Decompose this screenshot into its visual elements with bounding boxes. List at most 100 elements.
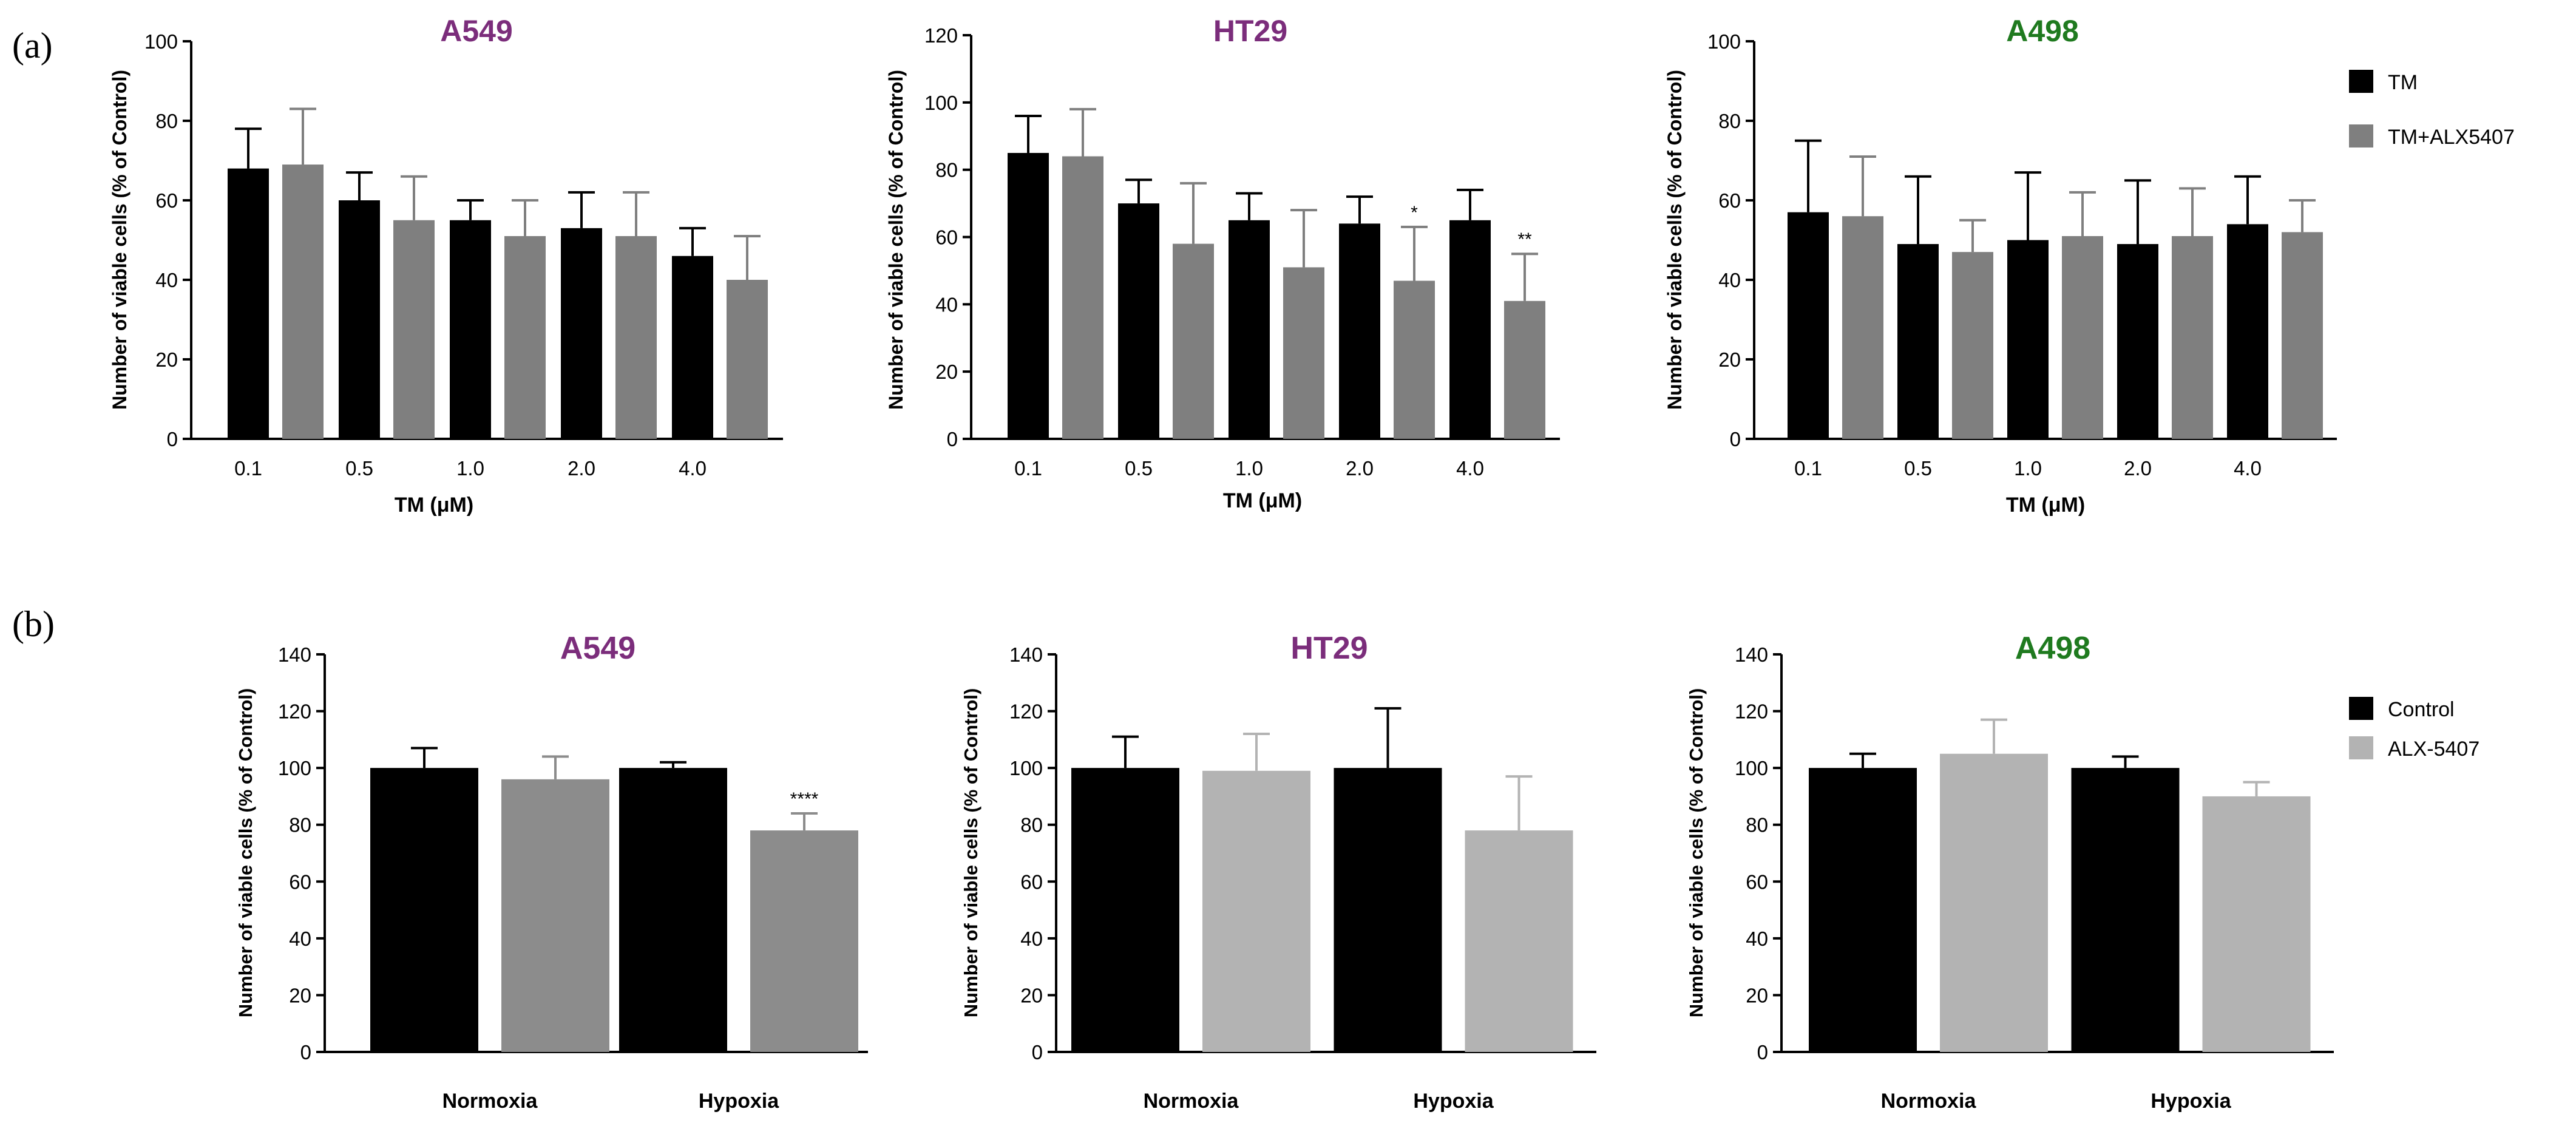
significance-marker: *: [1411, 203, 1418, 223]
bar: [2282, 232, 2323, 439]
y-tick-label: 120: [924, 24, 958, 47]
y-tick-label: 100: [924, 92, 958, 114]
chart-a-ht29: HT29 0 20 40 60 80 100 120 Number of viable cell…: [885, 14, 1560, 512]
bar: [501, 779, 609, 1052]
significance-marker: **: [1517, 229, 1532, 249]
bar: [727, 280, 768, 439]
y-tick-label: 0: [167, 428, 178, 450]
x-tick-label: Hypoxia: [2151, 1090, 2231, 1113]
bar: [2172, 236, 2213, 439]
legend-swatch-tm: [2349, 70, 2373, 93]
chart-title: HT29: [1290, 631, 1368, 666]
y-tick-label: 40: [1020, 928, 1043, 950]
bar: [282, 164, 324, 439]
y-tick-label: 100: [1707, 30, 1741, 53]
chart-a-a549: A549 0 20 40 60 80 100 Number of viable cells (…: [109, 14, 783, 517]
bar: [1173, 243, 1214, 439]
bar: [1394, 280, 1435, 439]
x-tick-label: 0.5: [345, 457, 373, 480]
legend-label-alx-5407: ALX-5407: [2388, 738, 2479, 761]
x-tick-label: 0.1: [234, 457, 262, 480]
bar: [504, 236, 546, 439]
x-tick-label: 0.1: [1794, 457, 1822, 480]
y-tick-label: 100: [1735, 757, 1768, 779]
y-tick-label: 60: [1020, 870, 1043, 893]
chart-b-ht29: HT29 0 20 40 60 80 100 120 140 Number of viable c…: [960, 631, 1596, 1113]
y-axis-label: Number of viable cells (% of Control): [235, 688, 256, 1018]
bar: [1940, 753, 2048, 1052]
bar: [2227, 224, 2268, 439]
bar: [339, 200, 380, 439]
y-tick-label: 60: [289, 870, 311, 893]
x-axis-label: TM (μM): [2006, 493, 2085, 517]
bar: [1229, 220, 1270, 439]
bar: [1842, 216, 1883, 439]
bar: [1449, 220, 1491, 439]
legend-label-tm: TM: [2388, 71, 2418, 94]
x-tick-label: Normoxia: [442, 1090, 538, 1113]
x-tick-label: 2.0: [2124, 457, 2152, 480]
bar: [1788, 212, 1829, 439]
y-tick-label: 140: [1735, 643, 1768, 666]
chart-title: A549: [440, 14, 513, 48]
chart-b-a498: A498 0 20 40 60 80 100 120 140 Number of viable c…: [1686, 631, 2334, 1113]
x-tick-label: 0.5: [1904, 457, 1932, 480]
x-tick-label: 2.0: [568, 457, 595, 480]
x-tick-label: Hypoxia: [1413, 1090, 1494, 1113]
y-axis-label: Number of viable cells (% of Control): [1686, 688, 1707, 1018]
y-tick-label: 40: [935, 293, 958, 316]
y-tick-label: 80: [935, 159, 958, 181]
chart-title: A549: [560, 631, 636, 666]
legend-label-control: Control: [2388, 698, 2455, 721]
y-axis-label: Number of viable cells (% of Control): [109, 70, 130, 410]
x-axis-label: TM (μM): [395, 493, 473, 517]
bar: [1897, 244, 1939, 439]
y-tick-label: 0: [947, 428, 958, 450]
y-tick-label: 0: [1032, 1041, 1043, 1063]
y-tick-label: 0: [300, 1041, 311, 1063]
y-tick-label: 80: [1746, 814, 1768, 836]
y-tick-label: 40: [1746, 928, 1768, 950]
y-tick-label: 80: [1020, 814, 1043, 836]
y-tick-label: 40: [289, 928, 311, 950]
bar: [2007, 240, 2049, 439]
bar: [561, 228, 602, 439]
chart-b-a549: A549 0 20 40 60 80 100 120 140 Number of viable c…: [235, 631, 868, 1113]
panel-label-b: (b): [12, 604, 55, 644]
y-tick-label: 140: [1009, 643, 1043, 666]
chart-title: HT29: [1213, 14, 1287, 48]
bar: [1465, 830, 1573, 1052]
legend-swatch-tm-alx5407: [2349, 124, 2373, 148]
x-tick-label: Normoxia: [1144, 1090, 1239, 1113]
y-tick-label: 20: [1718, 348, 1741, 371]
bar: [1504, 300, 1545, 439]
x-axis-label: TM (μM): [1223, 489, 1302, 512]
y-tick-label: 100: [144, 30, 178, 53]
bar: [1952, 252, 1993, 439]
x-tick-label: 4.0: [2234, 457, 2262, 480]
y-tick-label: 120: [278, 700, 311, 723]
y-axis-label: Number of viable cells (% of Control): [1664, 70, 1686, 410]
x-tick-label: 2.0: [1346, 457, 1374, 480]
chart-title: A498: [2006, 14, 2079, 48]
bar: [1071, 768, 1179, 1052]
x-tick-label: 4.0: [679, 457, 707, 480]
bar: [1809, 768, 1917, 1052]
bar: [1334, 768, 1442, 1052]
y-axis-label: Number of viable cells (% of Control): [960, 688, 981, 1018]
bar: [370, 768, 478, 1052]
x-tick-label: 1.0: [2014, 457, 2042, 480]
legend-b: Control ALX-5407: [2349, 697, 2479, 761]
y-tick-label: 20: [289, 984, 311, 1006]
x-tick-label: 4.0: [1456, 457, 1484, 480]
chart-a-a498: A498 0 20 40 60 80 100 Number of viable cells (…: [1664, 14, 2337, 517]
y-tick-label: 100: [278, 757, 311, 779]
y-tick-label: 60: [155, 189, 178, 212]
bar: [2071, 768, 2180, 1052]
y-tick-label: 100: [1009, 757, 1043, 779]
legend-a: TM TM+ALX5407: [2349, 70, 2515, 149]
y-tick-label: 80: [155, 110, 178, 132]
bar: [393, 220, 435, 439]
y-tick-label: 0: [1757, 1041, 1768, 1063]
y-tick-label: 80: [1718, 110, 1741, 132]
